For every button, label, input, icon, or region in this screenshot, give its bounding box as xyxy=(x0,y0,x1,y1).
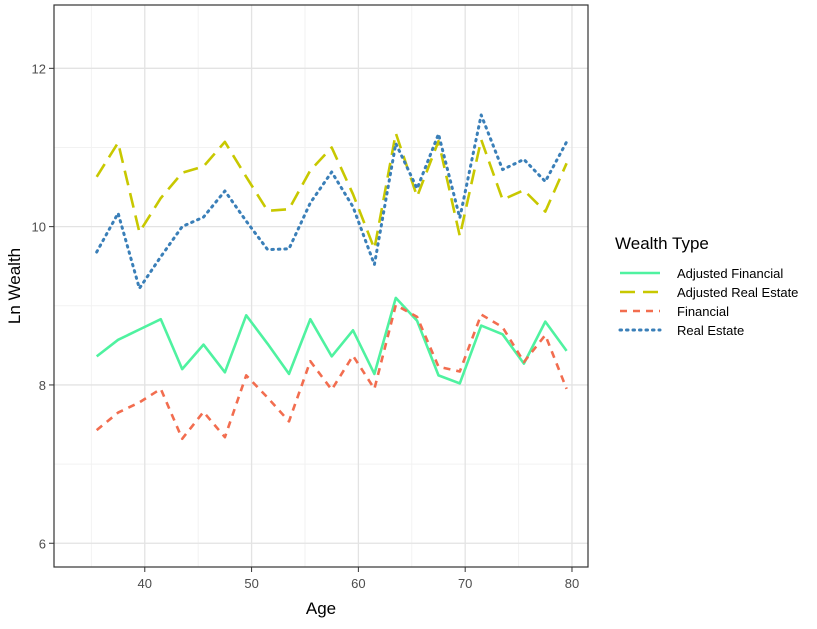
x-tick-label: 70 xyxy=(458,576,472,591)
plot-border xyxy=(53,4,589,568)
series-line-real-estate xyxy=(95,113,569,290)
legend-items: Adjusted Financial Adjusted Real Estate Fi… xyxy=(618,266,798,338)
legend-label: Adjusted Real Estate xyxy=(677,285,798,300)
plot-panel xyxy=(54,5,588,567)
x-tick-label: 50 xyxy=(244,576,258,591)
y-tick-label: 12 xyxy=(32,61,46,76)
series-line-adjusted-financial xyxy=(95,296,568,385)
legend-label: Adjusted Financial xyxy=(677,266,783,281)
x-tick-label: 40 xyxy=(138,576,152,591)
legend-title: Wealth Type xyxy=(615,234,709,253)
legend-label: Financial xyxy=(677,304,729,319)
y-tick-label: 8 xyxy=(39,378,46,393)
y-axis-label: Ln Wealth xyxy=(5,248,24,324)
y-tick-label: 10 xyxy=(32,220,46,235)
x-axis-label: Age xyxy=(306,599,336,618)
x-tick-label: 80 xyxy=(565,576,579,591)
legend: Wealth Type Adjusted Financial Adjusted R… xyxy=(615,234,798,338)
series-group xyxy=(95,113,569,441)
series-line-adjusted-real-estate xyxy=(95,131,568,251)
legend-label: Real Estate xyxy=(677,323,744,338)
axis-ticks: 40 50 60 70 80 6 8 10 12 xyxy=(32,61,580,591)
grid xyxy=(54,5,588,567)
y-tick-label: 6 xyxy=(39,536,46,551)
x-tick-label: 60 xyxy=(351,576,365,591)
